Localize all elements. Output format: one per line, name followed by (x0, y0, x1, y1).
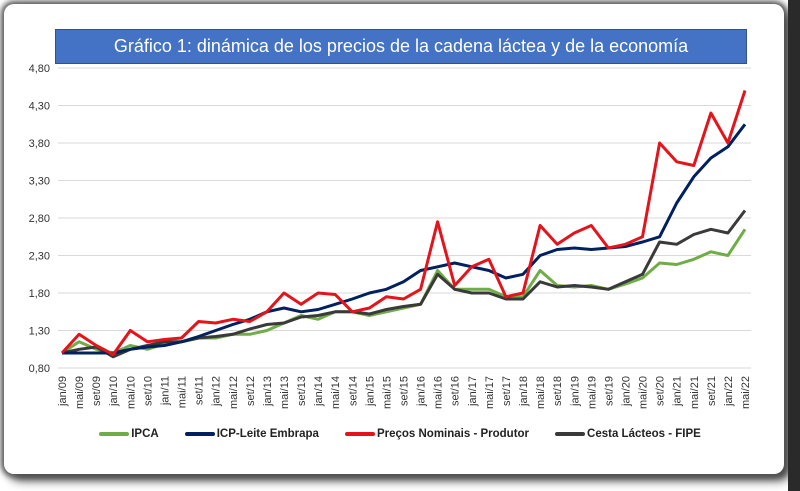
series-line-icp-leite-embrapa (62, 123, 747, 355)
legend-swatch (99, 432, 130, 436)
x-tick-label: jan/10 (108, 376, 120, 407)
background-edge (788, 0, 800, 491)
legend-item: ICP-Leite Embrapa (184, 428, 319, 440)
x-tick-label: mai/14 (330, 376, 342, 409)
x-tick-label: set/09 (91, 376, 103, 406)
legend-label: ICP-Leite Embrapa (216, 428, 319, 440)
x-tick-label: jan/19 (569, 376, 581, 407)
x-tick-label: jan/12 (211, 376, 223, 407)
x-tick-label: mai/16 (433, 376, 445, 409)
legend-item: IPCA (99, 428, 159, 440)
legend-item: Preços Nominais - Produtor (344, 428, 530, 440)
x-tick-label: jan/15 (364, 376, 376, 407)
x-tick-label: mai/11 (177, 376, 189, 408)
x-tick-label: mai/21 (689, 376, 701, 409)
x-tick-label: jan/22 (723, 376, 735, 407)
x-tick-label: jan/21 (672, 376, 684, 407)
x-tick-label: set/14 (347, 376, 359, 406)
x-tick-label: set/21 (706, 376, 718, 406)
legend-item: Cesta Lácteos - FIPE (555, 428, 701, 440)
x-tick-label: set/15 (399, 376, 411, 406)
y-tick-label: 2,30 (29, 251, 50, 263)
legend-swatch (184, 432, 215, 436)
x-tick-label: mai/15 (381, 376, 393, 409)
x-tick-label: mai/09 (74, 376, 86, 409)
y-tick-label: 3,30 (29, 176, 50, 188)
y-tick-label: 4,30 (29, 101, 50, 113)
x-tick-label: set/12 (245, 376, 257, 406)
x-tick-label: set/18 (552, 376, 564, 406)
y-tick-label: 2,80 (29, 213, 50, 225)
legend-swatch (344, 432, 375, 436)
x-tick-label: mai/10 (125, 376, 137, 409)
legend-label: IPCA (131, 428, 159, 440)
x-tick-label: jan/14 (313, 376, 325, 407)
x-tick-label: jan/18 (518, 376, 530, 407)
legend: IPCA ICP-Leite Embrapa Preços Nominais - P… (0, 428, 800, 440)
x-tick-label: set/19 (603, 376, 615, 406)
y-tick-label: 0,80 (29, 363, 50, 375)
x-tick-label: mai/18 (535, 376, 547, 409)
x-tick-label: set/10 (142, 376, 154, 406)
y-tick-label: 1,80 (29, 288, 50, 300)
x-tick-label: set/11 (194, 376, 206, 405)
x-tick-label: jan/11 (159, 376, 171, 406)
x-tick-label: mai/13 (279, 376, 291, 409)
x-tick-label: set/13 (296, 376, 308, 406)
chart-title: Gráfico 1: dinámica de los precios de la… (55, 29, 747, 64)
x-tick-label: jan/13 (262, 376, 274, 407)
y-tick-label: 3,80 (29, 138, 50, 150)
x-tick-label: mai/22 (740, 376, 752, 409)
x-tick-label: mai/20 (638, 376, 650, 409)
x-tick-label: jan/20 (620, 376, 632, 407)
series-line-ipca (61, 228, 747, 355)
x-tick-label: jan/09 (57, 376, 69, 407)
x-tick-label: set/17 (501, 376, 513, 406)
x-tick-label: mai/12 (228, 376, 240, 409)
x-tick-label: jan/16 (416, 376, 428, 407)
x-tick-label: mai/17 (484, 376, 496, 409)
y-tick-label: 4,80 (29, 63, 50, 75)
legend-label: Cesta Lácteos - FIPE (587, 428, 701, 440)
x-tick-label: mai/19 (586, 376, 598, 409)
legend-label: Preços Nominais - Produtor (376, 428, 530, 440)
x-tick-label: set/20 (655, 376, 667, 406)
y-tick-label: 1,30 (29, 326, 50, 338)
x-tick-label: set/16 (450, 376, 462, 406)
series-line-pre-os-nominais-produtor (60, 90, 747, 356)
x-tick-label: jan/17 (467, 376, 479, 407)
legend-swatch (555, 432, 586, 436)
